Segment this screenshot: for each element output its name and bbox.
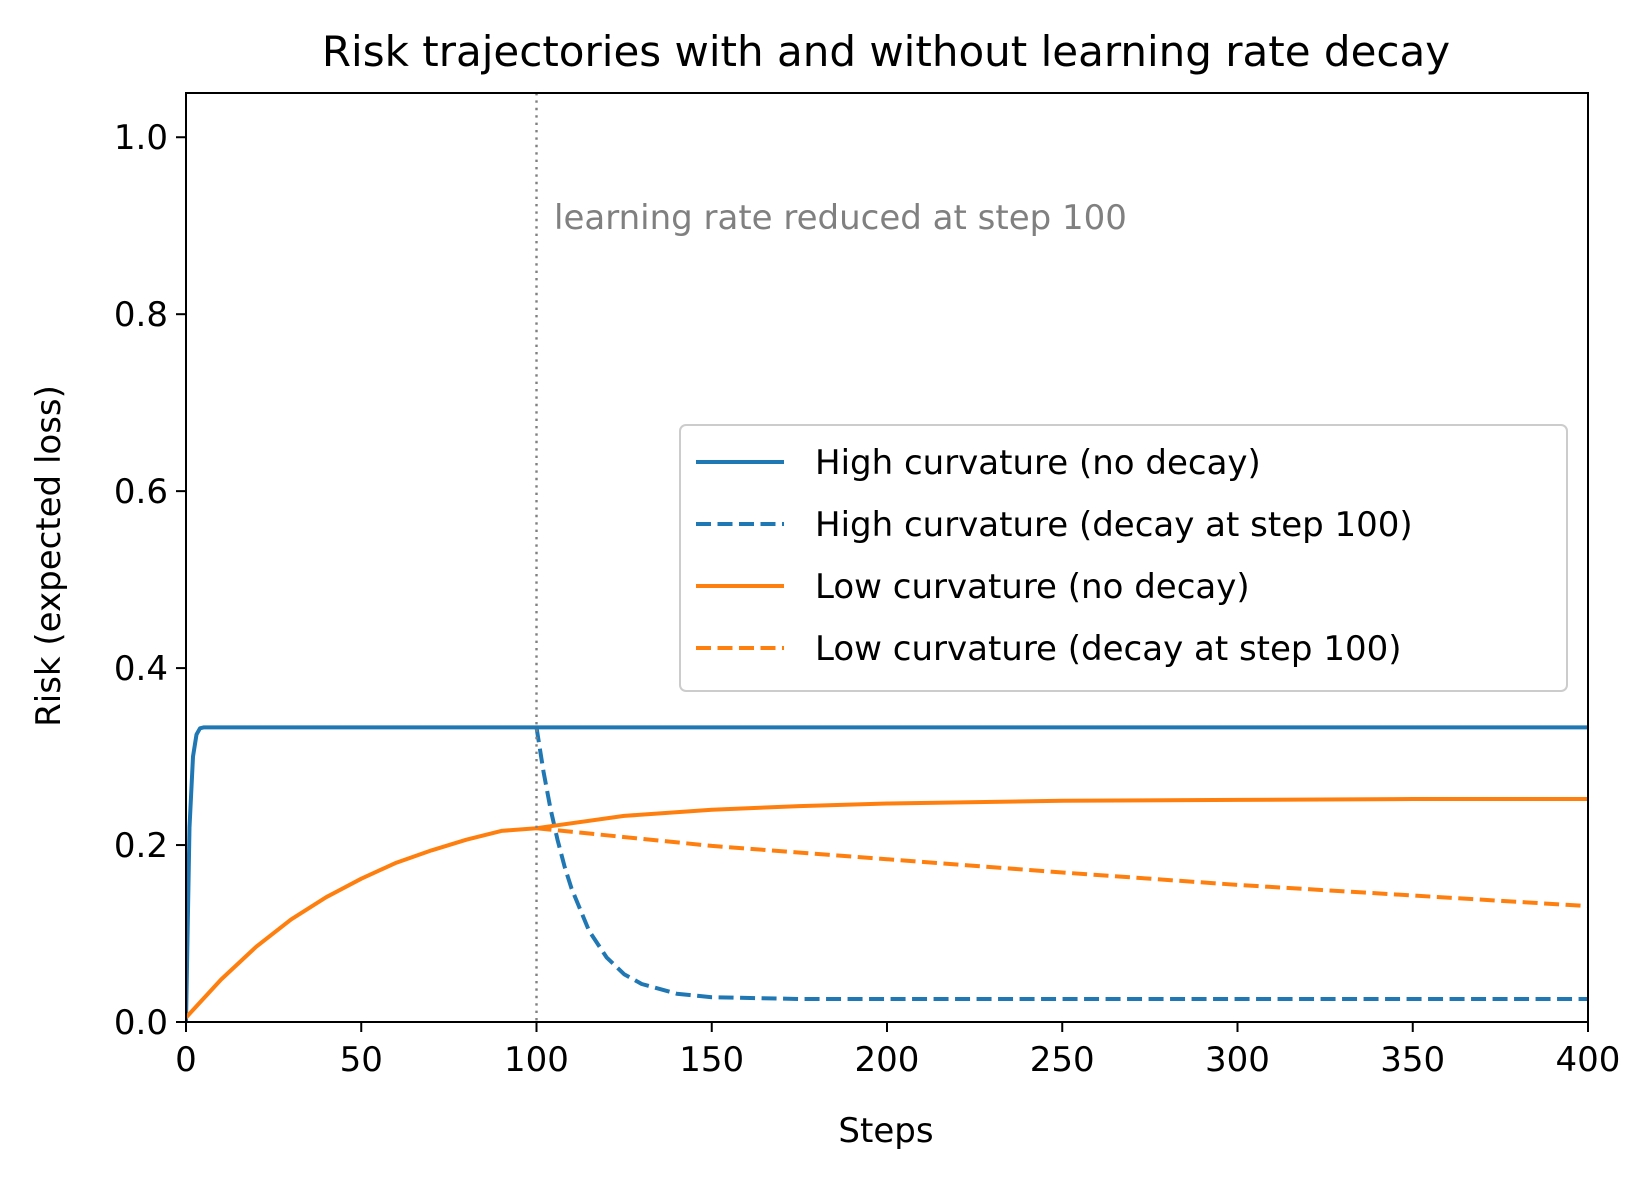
series-line-2 (534, 727, 1588, 1001)
x-tick-label: 400 (1556, 1040, 1621, 1080)
x-tick-label: 200 (855, 1040, 920, 1080)
y-axis: 0.0 0.2 0.4 0.6 0.8 1.0 (114, 118, 186, 1043)
y-tick-label: 0.4 (114, 649, 168, 689)
y-tick-label: 0.2 (114, 826, 168, 866)
y-tick-label: 1.0 (114, 118, 168, 158)
x-tick-label: 50 (340, 1040, 383, 1080)
y-tick-label: 0.6 (114, 472, 168, 512)
series-line-3 (186, 797, 1588, 1019)
x-tick-label: 300 (1205, 1040, 1270, 1080)
legend: High curvature (no decay) High curvature … (679, 424, 1568, 692)
plot-area: learning rate reduced at step 100 (185, 92, 1589, 1023)
x-axis-label: Steps (838, 1111, 933, 1151)
x-tick-label: 0 (175, 1040, 197, 1080)
y-tick-label: 0.8 (114, 295, 168, 335)
x-tick-label: 150 (679, 1040, 744, 1080)
x-tick-label: 250 (1030, 1040, 1095, 1080)
legend-label-4: Low curvature (decay at step 100) (815, 629, 1401, 669)
y-tick-label: 0.0 (114, 1003, 168, 1043)
series-line-1 (186, 725, 1588, 1022)
x-axis: 0 50 100 150 200 250 300 350 400 (175, 1022, 1620, 1080)
chart-title: Risk trajectories with and without learn… (322, 27, 1450, 76)
y-axis-label: Risk (expected loss) (29, 385, 69, 727)
x-tick-label: 350 (1380, 1040, 1445, 1080)
x-tick-label: 100 (504, 1040, 569, 1080)
series-layer (186, 725, 1588, 1022)
legend-label-3: Low curvature (no decay) (815, 567, 1250, 607)
legend-box (679, 424, 1568, 692)
legend-label-1: High curvature (no decay) (815, 443, 1261, 483)
annotation-text: learning rate reduced at step 100 (554, 198, 1127, 238)
legend-label-2: High curvature (decay at step 100) (815, 505, 1413, 545)
series-line-4 (536, 826, 1588, 909)
